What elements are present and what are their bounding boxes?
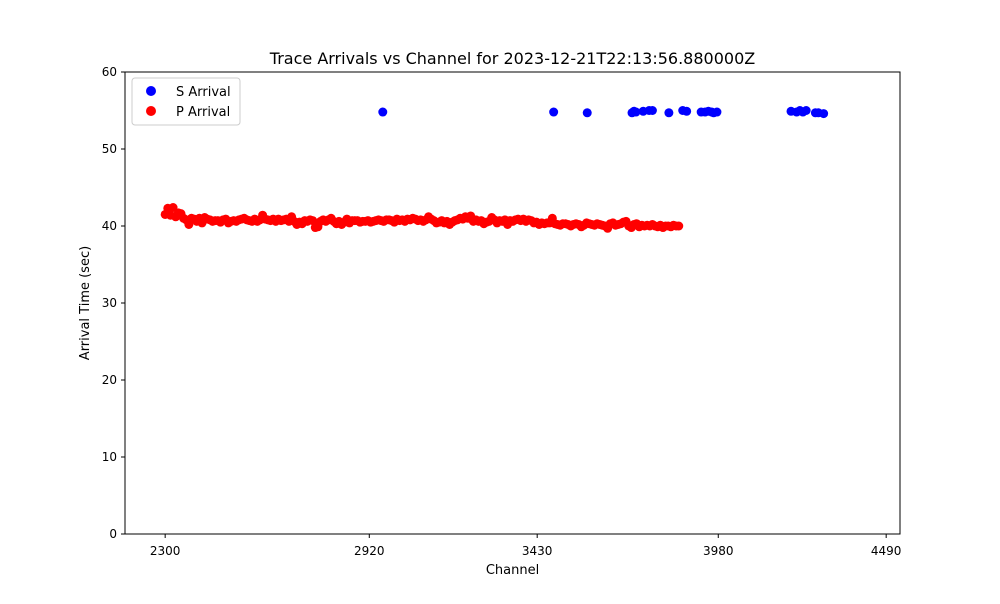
x-tick-label: 3980 bbox=[703, 544, 734, 558]
y-tick-label: 30 bbox=[102, 296, 117, 310]
s-arrival-point bbox=[647, 106, 657, 115]
chart-title: Trace Arrivals vs Channel for 2023-12-21… bbox=[269, 49, 755, 68]
x-tick-label: 4490 bbox=[871, 544, 902, 558]
y-tick-label: 10 bbox=[102, 450, 117, 464]
legend-box bbox=[131, 77, 241, 126]
legend-marker-s-arrival bbox=[146, 86, 156, 96]
s-arrival-points bbox=[378, 106, 829, 119]
x-axis-ticks: 2300 2920 3430 3980 4490 bbox=[150, 534, 902, 558]
y-tick-label: 40 bbox=[102, 219, 117, 233]
y-tick-label: 0 bbox=[109, 527, 117, 541]
legend-label-p-arrival: P Arrival bbox=[176, 105, 230, 120]
s-arrival-point bbox=[378, 107, 388, 117]
s-arrival-point bbox=[819, 109, 829, 119]
s-arrival-point bbox=[801, 106, 811, 115]
s-arrival-point bbox=[582, 108, 592, 118]
x-tick-label: 3430 bbox=[522, 544, 553, 558]
x-axis-label: Channel bbox=[486, 563, 539, 578]
y-axis-label: Arrival Time (sec) bbox=[78, 246, 93, 360]
p-arrival-point bbox=[674, 221, 684, 231]
legend-label-s-arrival: S Arrival bbox=[176, 85, 231, 100]
y-tick-label: 20 bbox=[102, 373, 117, 387]
s-arrival-point bbox=[631, 107, 641, 117]
y-tick-label: 60 bbox=[102, 65, 117, 79]
s-arrival-point bbox=[549, 107, 559, 117]
legend: S Arrival P Arrival bbox=[131, 77, 241, 126]
s-arrival-point bbox=[664, 108, 674, 118]
legend-marker-p-arrival bbox=[146, 106, 156, 116]
plot-frame bbox=[124, 71, 901, 535]
s-arrival-point bbox=[682, 106, 692, 116]
y-tick-label: 50 bbox=[102, 142, 117, 156]
x-tick-label: 2300 bbox=[150, 544, 181, 558]
p-arrival-point bbox=[308, 216, 318, 226]
y-axis-ticks: 0 10 20 30 40 50 60 bbox=[102, 65, 125, 541]
p-arrival-points bbox=[160, 203, 684, 233]
s-arrival-point bbox=[712, 107, 722, 117]
x-tick-label: 2920 bbox=[354, 544, 385, 558]
